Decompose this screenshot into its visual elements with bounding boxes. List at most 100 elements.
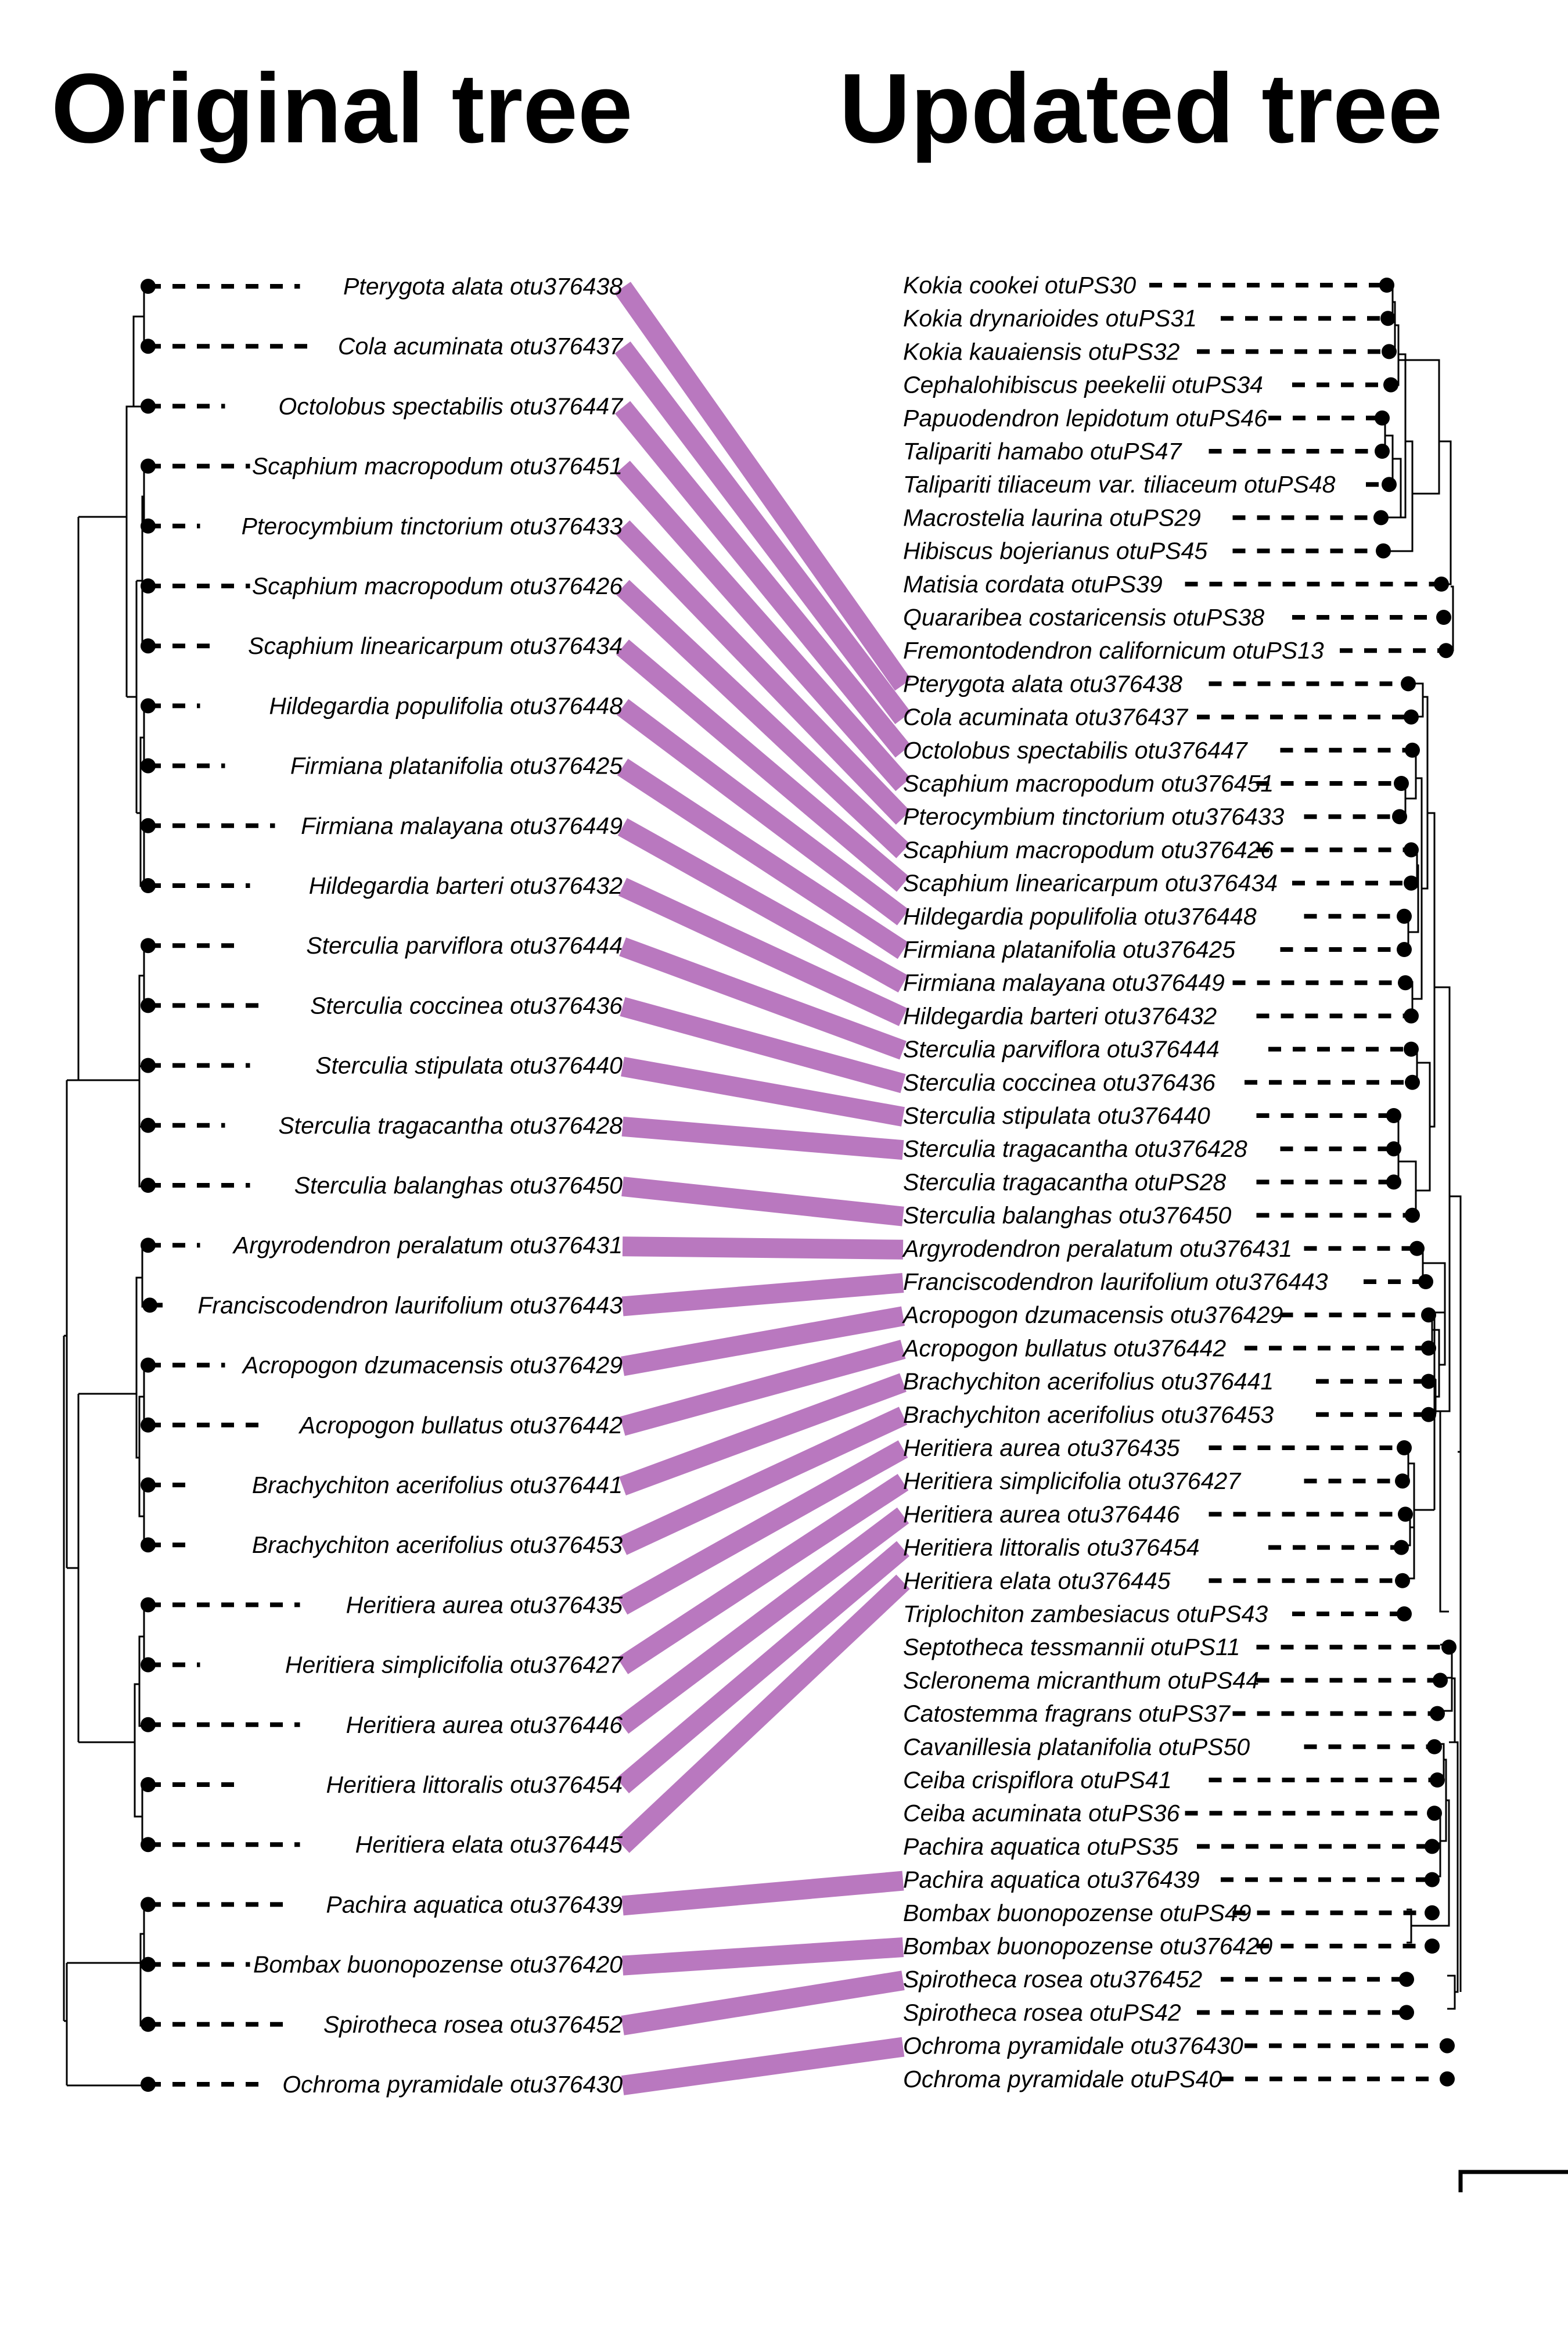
left-tip-label: Argyrodendron peralatum otu376431 [232, 1232, 623, 1258]
left-tip-node [141, 878, 156, 893]
right-branch [1408, 864, 1419, 933]
link-sterculia-tragacantha-otu376428 [621, 1116, 904, 1160]
right-branch [1398, 359, 1440, 495]
left-tip-label: Hildegardia populifolia otu376448 [269, 692, 623, 719]
right-branch [1450, 1195, 1462, 1452]
left-tip-node [141, 1417, 156, 1433]
link-heritiera-aurea-otu376435 [617, 1440, 908, 1615]
right-tip-label: Franciscodendron laurifolium otu376443 [903, 1268, 1328, 1295]
link-sterculia-stipulata-otu376440 [621, 1056, 905, 1127]
left-branch [143, 825, 148, 888]
left-branch [143, 706, 148, 768]
link-heritiera-aurea-otu376446 [616, 1507, 909, 1734]
right-tip-label: Cephalohibiscus peekelii otuPS34 [903, 372, 1263, 398]
right-tip-node [1425, 1905, 1440, 1921]
right-tip-label: Sterculia stipulata otu376440 [903, 1102, 1210, 1129]
link-ochroma-pyramidale-otu376430 [621, 2037, 905, 2095]
left-tip-label: Ochroma pyramidale otu376430 [282, 2071, 623, 2098]
right-tip-label: Pachira aquatica otuPS35 [903, 1833, 1178, 1860]
right-tip-label: Kokia cookei otuPS30 [903, 272, 1136, 299]
right-tip-node [1425, 1872, 1440, 1887]
right-tip-node [1399, 2005, 1414, 2020]
right-tip-label: Sterculia balanghas otu376450 [903, 1202, 1232, 1229]
right-tip-label: Ceiba acuminata otuPS36 [903, 1800, 1180, 1826]
updated-tree-title: Updated tree [839, 53, 1443, 164]
right-tip-label: Heritiera littoralis otu376454 [903, 1534, 1200, 1561]
left-tip-label: Heritiera simplicifolia otu376427 [285, 1652, 624, 1678]
link-acropogon-dzumacensis-otu376429 [621, 1306, 905, 1376]
left-branch [143, 945, 148, 1008]
link-franciscodendron-laurifolium-otu376443 [621, 1273, 904, 1317]
right-tip-label: Matisia cordata otuPS39 [903, 571, 1163, 598]
left-tip-node [141, 698, 156, 714]
right-tip-label: Octolobus spectabilis otu376447 [903, 737, 1249, 764]
right-branch [1405, 749, 1417, 800]
right-tip-node [1421, 1407, 1436, 1422]
link-heritiera-elata-otu376445 [616, 1574, 910, 1853]
link-sterculia-parviflora-otu376444 [619, 937, 907, 1060]
link-hildegardia-barteri-otu376432 [618, 877, 908, 1026]
right-tip-label: Talipariti hamabo otuPS47 [903, 438, 1183, 465]
right-branch [1434, 1410, 1449, 1613]
link-octolobus-spectabilis-otu376447 [614, 401, 911, 758]
right-tip-label: Scaphium macropodum otu376451 [903, 770, 1274, 797]
left-branch [135, 1276, 142, 1459]
left-tip-node [141, 1537, 156, 1553]
link-scaphium-linearicarpum-otu376434 [616, 639, 909, 892]
left-tip-label: Octolobus spectabilis otu376447 [278, 393, 624, 419]
right-tip-label: Catostemma fragrans otuPS37 [903, 1700, 1231, 1727]
left-branch [143, 465, 148, 527]
left-branch [138, 1635, 148, 1727]
left-tip-label: Heritiera aurea otu376435 [346, 1591, 623, 1618]
right-branch [1433, 1311, 1445, 1510]
right-branch [1423, 1262, 1446, 1366]
updated-tree: Kokia cookei otuPS30 Kokia drynarioides o… [901, 272, 1462, 2092]
left-branch [139, 1933, 148, 2027]
left-tip-node [141, 1717, 156, 1732]
right-branch [1398, 353, 1407, 519]
left-branch [132, 315, 148, 408]
right-tip-node [1427, 1739, 1442, 1754]
link-sterculia-coccinea-otu376436 [620, 997, 906, 1094]
right-tip-node [1405, 1207, 1420, 1223]
right-tip-node [1430, 1772, 1445, 1788]
left-tip-node [142, 1297, 157, 1313]
original-tree: Pterygota alata otu376438 Cola acuminata … [63, 273, 624, 2098]
left-tip-label: Firmiana malayana otu376449 [301, 812, 623, 839]
right-tip-label: Firmiana malayana otu376449 [903, 969, 1225, 996]
right-tip-label: Scaphium linearicarpum otu376434 [903, 870, 1278, 897]
left-branch [143, 285, 148, 347]
right-branch [1422, 696, 1429, 890]
right-tip-node [1395, 1473, 1410, 1489]
right-branch [1447, 1975, 1456, 2010]
right-tip-label: Kokia kauaiensis otuPS32 [903, 338, 1180, 365]
link-brachychiton-acerifolius-otu376453 [618, 1407, 908, 1555]
left-tip-label: Pterocymbium tinctorium otu376433 [242, 513, 623, 540]
right-branch [1408, 682, 1424, 718]
left-tip-label: Spirotheca rosea otu376452 [323, 2011, 623, 2038]
left-tip-label: Scaphium macropodum otu376426 [252, 573, 623, 599]
left-branch [138, 1396, 144, 1517]
left-tip-node [141, 1957, 156, 1972]
link-scaphium-macropodum-otu376426 [616, 580, 910, 858]
right-tip-label: Sterculia tragacantha otu376428 [903, 1135, 1247, 1162]
link-firmiana-malayana-otu376449 [617, 818, 908, 993]
left-tip-label: Heritiera aurea otu376446 [346, 1711, 623, 1738]
link-cola-acuminata-otu376437 [614, 341, 911, 724]
right-tip-label: Pachira aquatica otu376439 [903, 1867, 1200, 1893]
right-tip-label: Fremontodendron californicum otuPS13 [903, 637, 1324, 664]
left-tip-label: Brachychiton acerifolius otu376441 [252, 1472, 623, 1498]
right-tip-label: Acropogon bullatus otu376442 [901, 1335, 1226, 1361]
right-tip-label: Brachychiton acerifolius otu376441 [903, 1368, 1274, 1395]
right-branch [1455, 1741, 1459, 1993]
left-tip-node [141, 998, 156, 1013]
link-spirotheca-rosea-otu376452 [621, 1970, 905, 2035]
left-tip-node [141, 1178, 156, 1193]
right-tip-label: Ochroma pyramidale otuPS40 [903, 2066, 1222, 2092]
original-tree-title: Original tree [51, 53, 632, 164]
right-branch [1446, 585, 1454, 652]
left-tip-label: Scaphium macropodum otu376451 [252, 453, 623, 480]
right-tip-label: Firmiana platanifolia otu376425 [903, 936, 1235, 963]
right-tip-label: Scleronema micranthum otuPS44 [903, 1667, 1259, 1693]
left-tip-label: Bombax buonopozense otu376420 [253, 1951, 623, 1978]
